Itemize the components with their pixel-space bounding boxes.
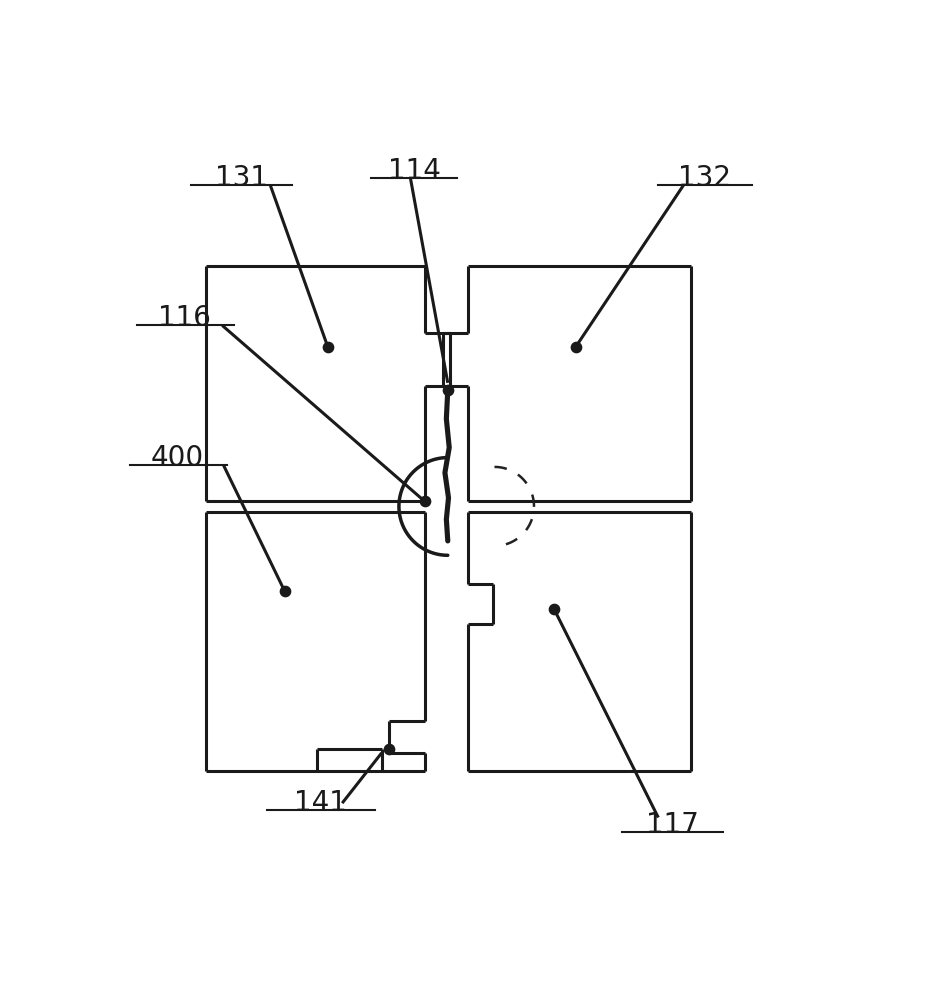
- Point: [417, 493, 432, 509]
- Text: 114: 114: [387, 157, 440, 185]
- Text: 116: 116: [158, 304, 210, 332]
- Text: 132: 132: [679, 164, 731, 192]
- Text: 117: 117: [646, 811, 699, 839]
- Point: [277, 583, 292, 599]
- Point: [547, 601, 562, 617]
- Text: 400: 400: [150, 444, 204, 472]
- Point: [568, 339, 583, 355]
- Point: [321, 339, 336, 355]
- Point: [440, 382, 455, 398]
- Text: 141: 141: [294, 789, 347, 817]
- Text: 131: 131: [215, 164, 268, 192]
- Point: [382, 741, 397, 757]
